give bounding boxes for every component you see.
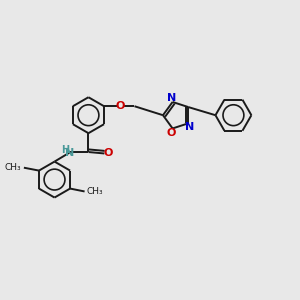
Text: N: N: [167, 93, 177, 103]
Text: N: N: [65, 148, 74, 158]
Text: H: H: [61, 145, 69, 155]
Text: O: O: [104, 148, 113, 158]
Text: O: O: [116, 101, 125, 111]
Text: CH₃: CH₃: [5, 163, 22, 172]
Text: CH₃: CH₃: [87, 187, 104, 196]
Text: O: O: [167, 128, 176, 137]
Text: N: N: [185, 122, 194, 132]
